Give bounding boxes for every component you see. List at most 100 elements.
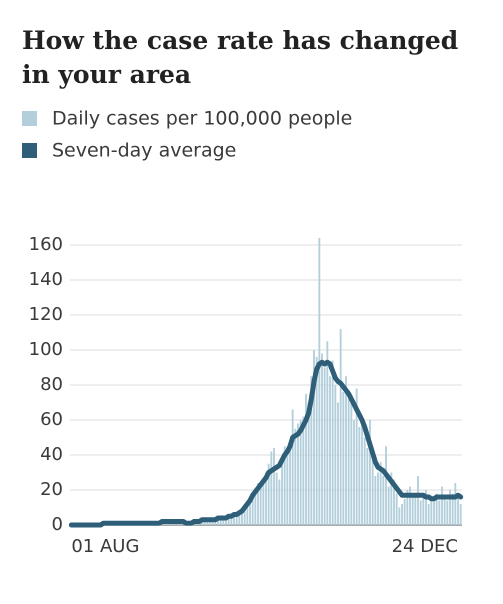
bar — [281, 458, 283, 525]
bar — [361, 416, 363, 525]
bar — [398, 507, 401, 525]
bar — [358, 427, 361, 525]
bar — [273, 448, 275, 525]
bar — [393, 479, 395, 525]
bar — [209, 521, 211, 525]
bar — [249, 497, 251, 525]
bar — [451, 493, 454, 525]
bar — [270, 451, 273, 525]
bar — [230, 516, 233, 525]
title-line: How the case rate has changed — [22, 26, 458, 55]
bar — [313, 350, 315, 525]
x-tick-label: 24 DEC — [392, 536, 458, 557]
bar — [377, 472, 379, 525]
bar — [265, 472, 267, 525]
bar — [422, 493, 425, 525]
bar — [435, 493, 438, 525]
bar — [235, 514, 238, 525]
bar — [214, 519, 217, 525]
bar — [305, 393, 307, 525]
x-tick-label: 01 AUG — [71, 536, 139, 557]
bar — [254, 490, 257, 525]
bar — [257, 483, 259, 525]
bar — [206, 519, 209, 525]
bar — [457, 497, 459, 525]
y-tick-label: 100 — [29, 339, 63, 360]
bar — [443, 495, 446, 525]
bar — [403, 498, 406, 525]
bar — [329, 376, 331, 525]
bar — [433, 498, 435, 525]
bar — [449, 490, 451, 525]
bar — [243, 504, 246, 525]
bar — [382, 476, 385, 525]
bar — [342, 392, 345, 525]
title-line: in your area — [22, 60, 191, 89]
bar — [353, 420, 355, 525]
bar — [438, 500, 441, 525]
bar — [411, 493, 414, 525]
legend-label: Seven-day average — [52, 140, 236, 162]
bar — [291, 409, 294, 525]
bar — [347, 399, 350, 525]
bar — [241, 509, 243, 525]
bar — [390, 472, 393, 525]
bar — [233, 512, 235, 525]
bar — [323, 367, 326, 525]
bar — [169, 523, 171, 525]
bar — [409, 486, 411, 525]
bar — [259, 486, 262, 525]
bar — [331, 360, 334, 525]
bar — [369, 420, 371, 525]
bar — [334, 385, 337, 525]
bar — [406, 490, 409, 525]
bar — [297, 423, 299, 525]
bar — [262, 477, 265, 525]
bar — [414, 497, 417, 525]
bar — [454, 483, 457, 525]
bar — [446, 500, 449, 525]
bar — [379, 462, 382, 525]
bar — [345, 376, 347, 525]
bar — [299, 420, 302, 525]
bar — [227, 514, 230, 525]
bar — [294, 428, 297, 525]
bar — [441, 486, 443, 525]
bar — [459, 504, 462, 525]
bar — [275, 472, 278, 525]
line — [68, 359, 464, 528]
bar — [321, 353, 323, 525]
bar — [419, 500, 422, 525]
bar — [385, 446, 387, 525]
bar — [315, 357, 318, 525]
bar — [355, 388, 358, 525]
bar — [267, 463, 270, 525]
legend-swatch — [22, 143, 37, 158]
bar — [366, 448, 369, 525]
y-tick-label: 40 — [40, 444, 63, 465]
bar — [307, 402, 310, 525]
bar — [310, 376, 313, 525]
bar — [339, 329, 342, 525]
bar — [430, 497, 433, 525]
y-tick-label: 0 — [52, 514, 63, 535]
bar — [395, 493, 398, 525]
bar — [318, 238, 321, 525]
bar — [246, 502, 249, 525]
bar — [251, 493, 254, 525]
bar — [417, 476, 419, 525]
y-tick-label: 140 — [29, 269, 63, 290]
bar — [427, 504, 430, 525]
bar — [350, 395, 353, 525]
bar — [302, 416, 305, 525]
y-tick-label: 60 — [40, 409, 63, 430]
bar — [286, 455, 289, 525]
bar — [337, 402, 339, 525]
bar — [326, 341, 329, 525]
bar — [371, 455, 374, 525]
bar — [219, 518, 222, 525]
chart-title-continued: in your area — [22, 60, 191, 89]
bar — [283, 446, 286, 525]
